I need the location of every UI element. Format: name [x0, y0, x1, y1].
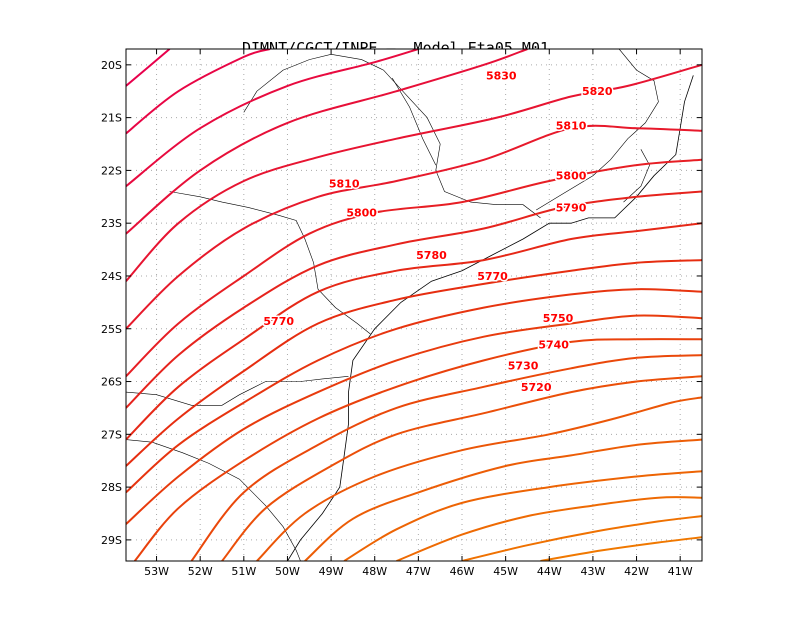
contour-5670 — [343, 470, 702, 561]
y-tick-label: 21S — [101, 112, 122, 125]
y-tick-label: 28S — [101, 481, 122, 494]
x-tick-label: 44W — [537, 565, 562, 578]
contour-5680 — [304, 438, 702, 561]
contour-label-5800: 5800 — [556, 170, 587, 183]
contour-labels: 5830 5820 5810 5810 5800 5800 5790 5780 5770 5770… — [262, 68, 615, 395]
contour-5790 — [126, 124, 702, 330]
y-tick-label: 27S — [101, 428, 122, 441]
y-tick-label: 25S — [101, 323, 122, 336]
y-tick-label: 20S — [101, 59, 122, 72]
contour-5660 — [396, 496, 702, 561]
state-border — [391, 77, 437, 166]
contour-5650 — [461, 515, 702, 561]
state-border — [169, 191, 371, 335]
x-tick-label: 49W — [319, 565, 344, 578]
contour-label-5790: 5790 — [556, 201, 587, 214]
contour-label-5770: 5770 — [477, 270, 508, 283]
x-tick-label: 52W — [188, 565, 213, 578]
contour-5760 — [126, 222, 702, 441]
state-border — [243, 53, 541, 219]
y-tick-label: 22S — [101, 164, 122, 177]
x-tick-label: 46W — [450, 565, 475, 578]
contour-label-5720: 5720 — [521, 381, 552, 394]
contour-5780 — [126, 158, 702, 378]
contour-label-5830: 5830 — [486, 69, 517, 82]
contour-label-5750: 5750 — [543, 312, 574, 325]
state-border — [536, 49, 659, 211]
contour-5830 — [126, 49, 271, 135]
contour-label-5770: 5770 — [263, 315, 294, 328]
contour-label-5730: 5730 — [508, 360, 539, 373]
x-tick-label: 42W — [624, 565, 649, 578]
state-border — [623, 149, 650, 203]
contour-5730 — [126, 314, 702, 525]
x-tick-label: 47W — [406, 565, 431, 578]
contour-5840 — [126, 49, 171, 87]
contour-label-5810: 5810 — [556, 120, 587, 133]
x-tick-label: 53W — [144, 565, 169, 578]
y-tick-label: 23S — [101, 217, 122, 230]
y-tick-label: 26S — [101, 376, 122, 389]
contour-5770 — [126, 190, 702, 409]
contour-5690 — [256, 396, 702, 561]
x-tick-label: 45W — [493, 565, 518, 578]
coastline-path — [287, 75, 694, 561]
x-tick-label: 48W — [362, 565, 387, 578]
contour-5720 — [133, 338, 702, 561]
contour-label-5780: 5780 — [416, 249, 447, 262]
contour-5810 — [126, 49, 528, 235]
contour-5710 — [190, 354, 702, 561]
contour-5820 — [126, 49, 419, 187]
state-borders — [126, 49, 659, 561]
axis-ticks: 53W 52W 51W 50W 49W 48W 47W 46W 45W 44W 43W 42W 41W 2… — [101, 49, 702, 578]
contour-label-5740: 5740 — [538, 339, 569, 352]
x-tick-label: 51W — [231, 565, 256, 578]
contour-5750 — [126, 259, 702, 467]
contour-label-5810: 5810 — [329, 178, 360, 191]
plot-area — [126, 49, 702, 561]
contour-lines — [126, 49, 702, 561]
contour-5740 — [126, 288, 702, 494]
contour-5640 — [540, 536, 702, 561]
x-tick-label: 50W — [275, 565, 300, 578]
y-tick-label: 24S — [101, 270, 122, 283]
contour-5700 — [221, 375, 702, 561]
y-tick-label: 29S — [101, 534, 122, 547]
state-border — [126, 439, 301, 561]
contour-label-5820: 5820 — [582, 85, 613, 98]
contour-label-5800: 5800 — [346, 207, 377, 220]
plot-frame — [125, 48, 703, 562]
contour-5800 — [126, 63, 702, 282]
x-tick-label: 41W — [668, 565, 693, 578]
coastline — [287, 75, 694, 561]
state-border — [126, 376, 349, 406]
x-tick-label: 43W — [580, 565, 605, 578]
